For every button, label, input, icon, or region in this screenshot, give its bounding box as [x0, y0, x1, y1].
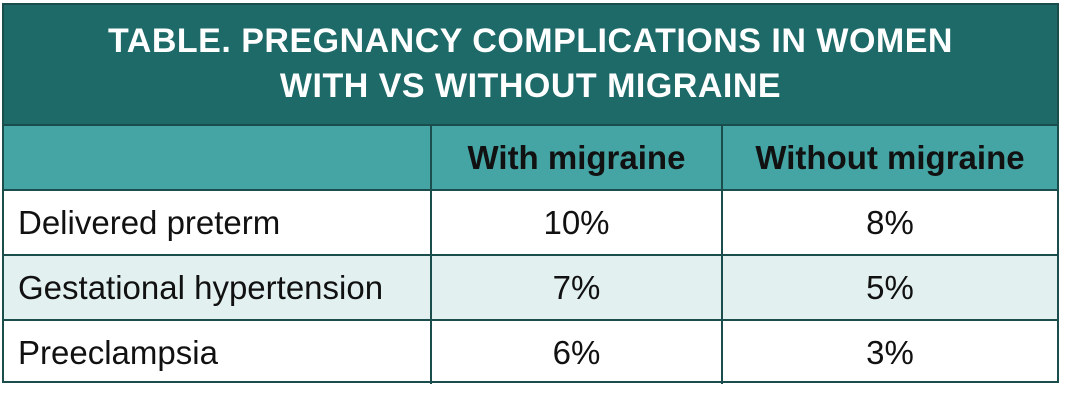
complications-table: With migraine Without migraine Delivered…: [4, 124, 1057, 384]
table-title: TABLE. PREGNANCY COMPLICATIONS IN WOMEN …: [4, 5, 1057, 124]
table-row: Gestational hypertension 7% 5%: [4, 254, 1057, 321]
header-with-migraine: With migraine: [430, 124, 723, 191]
without-migraine-value: 5%: [721, 254, 1057, 321]
without-migraine-value: 3%: [721, 319, 1057, 384]
header-row: With migraine Without migraine: [4, 124, 1057, 191]
table-title-line-1: TABLE. PREGNANCY COMPLICATIONS IN WOMEN: [108, 22, 953, 60]
with-migraine-value: 7%: [430, 254, 723, 321]
without-migraine-value: 8%: [721, 189, 1057, 256]
row-label: Preeclampsia: [4, 319, 432, 384]
table-title-line-2: WITH VS WITHOUT MIGRAINE: [279, 67, 782, 105]
header-without-migraine: Without migraine: [721, 124, 1057, 191]
with-migraine-value: 6%: [430, 319, 723, 384]
row-label: Gestational hypertension: [4, 254, 432, 321]
row-label: Delivered preterm: [4, 189, 432, 256]
table-row: Preeclampsia 6% 3%: [4, 319, 1057, 384]
with-migraine-value: 10%: [430, 189, 723, 256]
table-frame: TABLE. PREGNANCY COMPLICATIONS IN WOMEN …: [2, 3, 1059, 384]
header-blank-cell: [4, 124, 432, 191]
table-row: Delivered preterm 10% 8%: [4, 189, 1057, 256]
